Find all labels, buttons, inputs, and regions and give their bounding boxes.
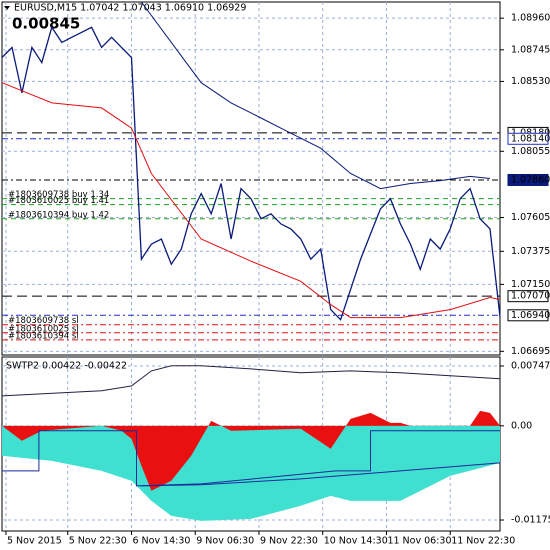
order-label: #1803610394 sl: [8, 331, 79, 341]
price-tag: [507, 173, 549, 186]
x-tick-label: 9 Nov 06:30: [196, 536, 254, 547]
price-tag: [507, 309, 549, 322]
x-tick-label: 11 Nov 06:30: [387, 536, 451, 547]
price-tag: [507, 290, 549, 303]
x-tick-label: 9 Nov 22:30: [260, 536, 318, 547]
indicator-line: [141, 462, 501, 487]
y-tick-label: 1.08055: [511, 146, 550, 157]
spread-annotation: 0.00845: [12, 15, 80, 33]
y-tick-label: 1.08745: [511, 44, 550, 55]
indicator-line: [1, 365, 501, 397]
panel-frame: [1, 1, 501, 356]
price-tag-label: 1.07070: [511, 291, 550, 302]
price-tag-label: 1.08140: [511, 133, 550, 144]
price-line: [1, 25, 501, 321]
y-tick-label: 0.00747: [511, 360, 550, 371]
order-label: #1803609738 sl: [8, 316, 79, 326]
y-tick-label: 1.08960: [511, 13, 550, 24]
x-tick-label: 11 Nov 22:30: [451, 536, 515, 547]
order-label: #1803609738 buy 1.34: [8, 190, 109, 200]
y-tick-label: 1.07605: [511, 212, 550, 223]
price-tag-label: 1.07860: [511, 174, 550, 185]
x-tick-label: 5 Nov 2015: [7, 536, 62, 547]
order-label: #1803610394 buy 1.42: [8, 210, 109, 220]
y-tick-label: 1.07150: [511, 279, 550, 290]
menu-triangle[interactable]: [4, 6, 10, 10]
x-tick-label: 10 Nov 14:30: [324, 536, 388, 547]
price-line: [140, 1, 491, 190]
indicator-area: [2, 425, 500, 521]
price-line: [1, 82, 501, 319]
indicator-title: SWTP2 0.00422 -0.00422: [6, 361, 127, 372]
y-tick-label: 1.07375: [511, 246, 550, 257]
y-tick-label: -0.01175: [511, 515, 550, 526]
chart-title: EURUSD,M15 1.07042 1.07043 1.06910 1.069…: [14, 3, 246, 14]
y-tick-label: 0.00: [511, 420, 532, 431]
x-tick-label: 5 Nov 22:30: [69, 536, 127, 547]
order-label: #1803610025 buy 1.41: [8, 196, 109, 206]
price-tag: [507, 132, 549, 145]
price-tag-label: 1.06940: [511, 310, 550, 321]
y-tick-label: 1.08530: [511, 76, 550, 87]
order-label: #1803610025 sl: [8, 324, 79, 334]
y-tick-label: 1.06695: [511, 346, 550, 357]
x-tick-label: 6 Nov 14:30: [132, 536, 190, 547]
